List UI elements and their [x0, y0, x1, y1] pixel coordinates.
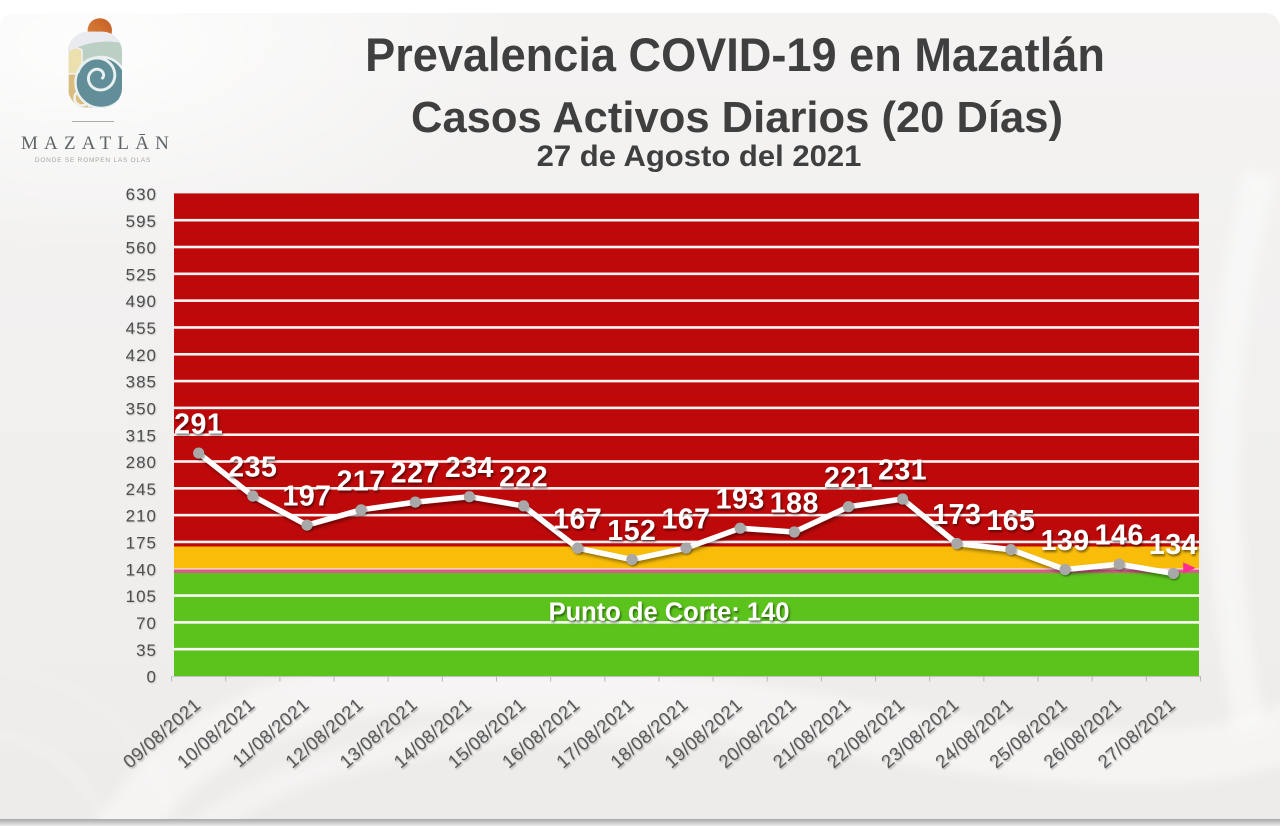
svg-text:139: 139: [1041, 525, 1090, 557]
svg-text:280: 280: [126, 453, 157, 472]
svg-text:595: 595: [126, 212, 157, 231]
svg-text:152: 152: [607, 515, 656, 547]
svg-text:188: 188: [770, 488, 819, 520]
svg-text:560: 560: [126, 239, 157, 258]
svg-text:291: 291: [174, 409, 223, 441]
svg-text:197: 197: [282, 481, 331, 513]
svg-text:222: 222: [499, 461, 548, 493]
svg-text:105: 105: [126, 587, 157, 606]
svg-text:525: 525: [126, 265, 157, 284]
svg-text:173: 173: [932, 499, 981, 531]
svg-text:167: 167: [553, 504, 602, 536]
svg-text:315: 315: [126, 426, 157, 445]
svg-text:70: 70: [136, 614, 157, 633]
svg-text:490: 490: [126, 292, 157, 311]
svg-text:385: 385: [126, 373, 157, 392]
svg-text:234: 234: [445, 452, 494, 484]
svg-text:221: 221: [824, 462, 873, 494]
svg-text:350: 350: [126, 400, 157, 419]
svg-text:0: 0: [147, 668, 157, 687]
svg-text:146: 146: [1095, 520, 1144, 552]
svg-text:231: 231: [878, 455, 927, 487]
svg-text:193: 193: [716, 484, 765, 516]
svg-text:245: 245: [126, 480, 157, 499]
svg-text:227: 227: [391, 458, 440, 490]
svg-text:217: 217: [337, 465, 386, 497]
svg-text:210: 210: [126, 507, 157, 526]
svg-text:35: 35: [136, 641, 157, 660]
svg-text:630: 630: [126, 185, 157, 204]
svg-text:167: 167: [661, 504, 710, 536]
svg-text:165: 165: [986, 505, 1035, 537]
svg-text:175: 175: [126, 534, 157, 553]
svg-text:Punto de Corte: 140: Punto de Corte: 140: [549, 599, 790, 627]
svg-text:455: 455: [126, 319, 157, 338]
svg-text:235: 235: [228, 452, 277, 484]
svg-text:134: 134: [1149, 529, 1198, 561]
svg-text:140: 140: [126, 560, 157, 579]
svg-text:420: 420: [126, 346, 157, 365]
